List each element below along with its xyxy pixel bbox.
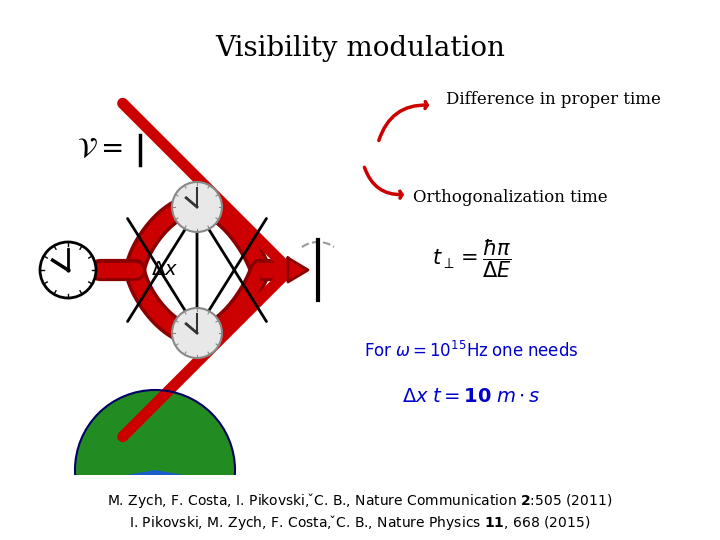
Text: I. Pikovski, M. Zych, F. Costa, $\check{\mathrm{C}}$. B., Nature Physics $\mathb: I. Pikovski, M. Zych, F. Costa, $\check{… xyxy=(130,512,590,531)
Text: Orthogonalization time: Orthogonalization time xyxy=(413,188,607,206)
Text: $\mathcal{V} =$: $\mathcal{V} =$ xyxy=(77,137,122,164)
Wedge shape xyxy=(103,402,199,470)
Text: Difference in proper time: Difference in proper time xyxy=(446,91,661,109)
Circle shape xyxy=(172,182,222,232)
Wedge shape xyxy=(76,470,234,540)
Polygon shape xyxy=(288,258,308,282)
Text: M. Zych, F. Costa, I. Pikovski, $\check{\mathrm{C}}$. B., Nature Communication $: M. Zych, F. Costa, I. Pikovski, $\check{… xyxy=(107,490,613,510)
Text: $t_{\perp} = \dfrac{\hbar\pi}{\Delta E}$: $t_{\perp} = \dfrac{\hbar\pi}{\Delta E}$ xyxy=(432,238,511,280)
Text: $\mathrm{For}\;\omega = 10^{15}\mathrm{Hz\;one\;needs}$: $\mathrm{For}\;\omega = 10^{15}\mathrm{H… xyxy=(364,341,579,361)
Circle shape xyxy=(172,308,222,358)
Text: $\Delta x\; t = \mathbf{10}\; m \cdot s$: $\Delta x\; t = \mathbf{10}\; m \cdot s$ xyxy=(402,387,541,407)
Text: $\Delta x$: $\Delta x$ xyxy=(151,261,179,279)
Text: Visibility modulation: Visibility modulation xyxy=(215,35,505,62)
Circle shape xyxy=(40,242,96,298)
Circle shape xyxy=(75,390,235,540)
